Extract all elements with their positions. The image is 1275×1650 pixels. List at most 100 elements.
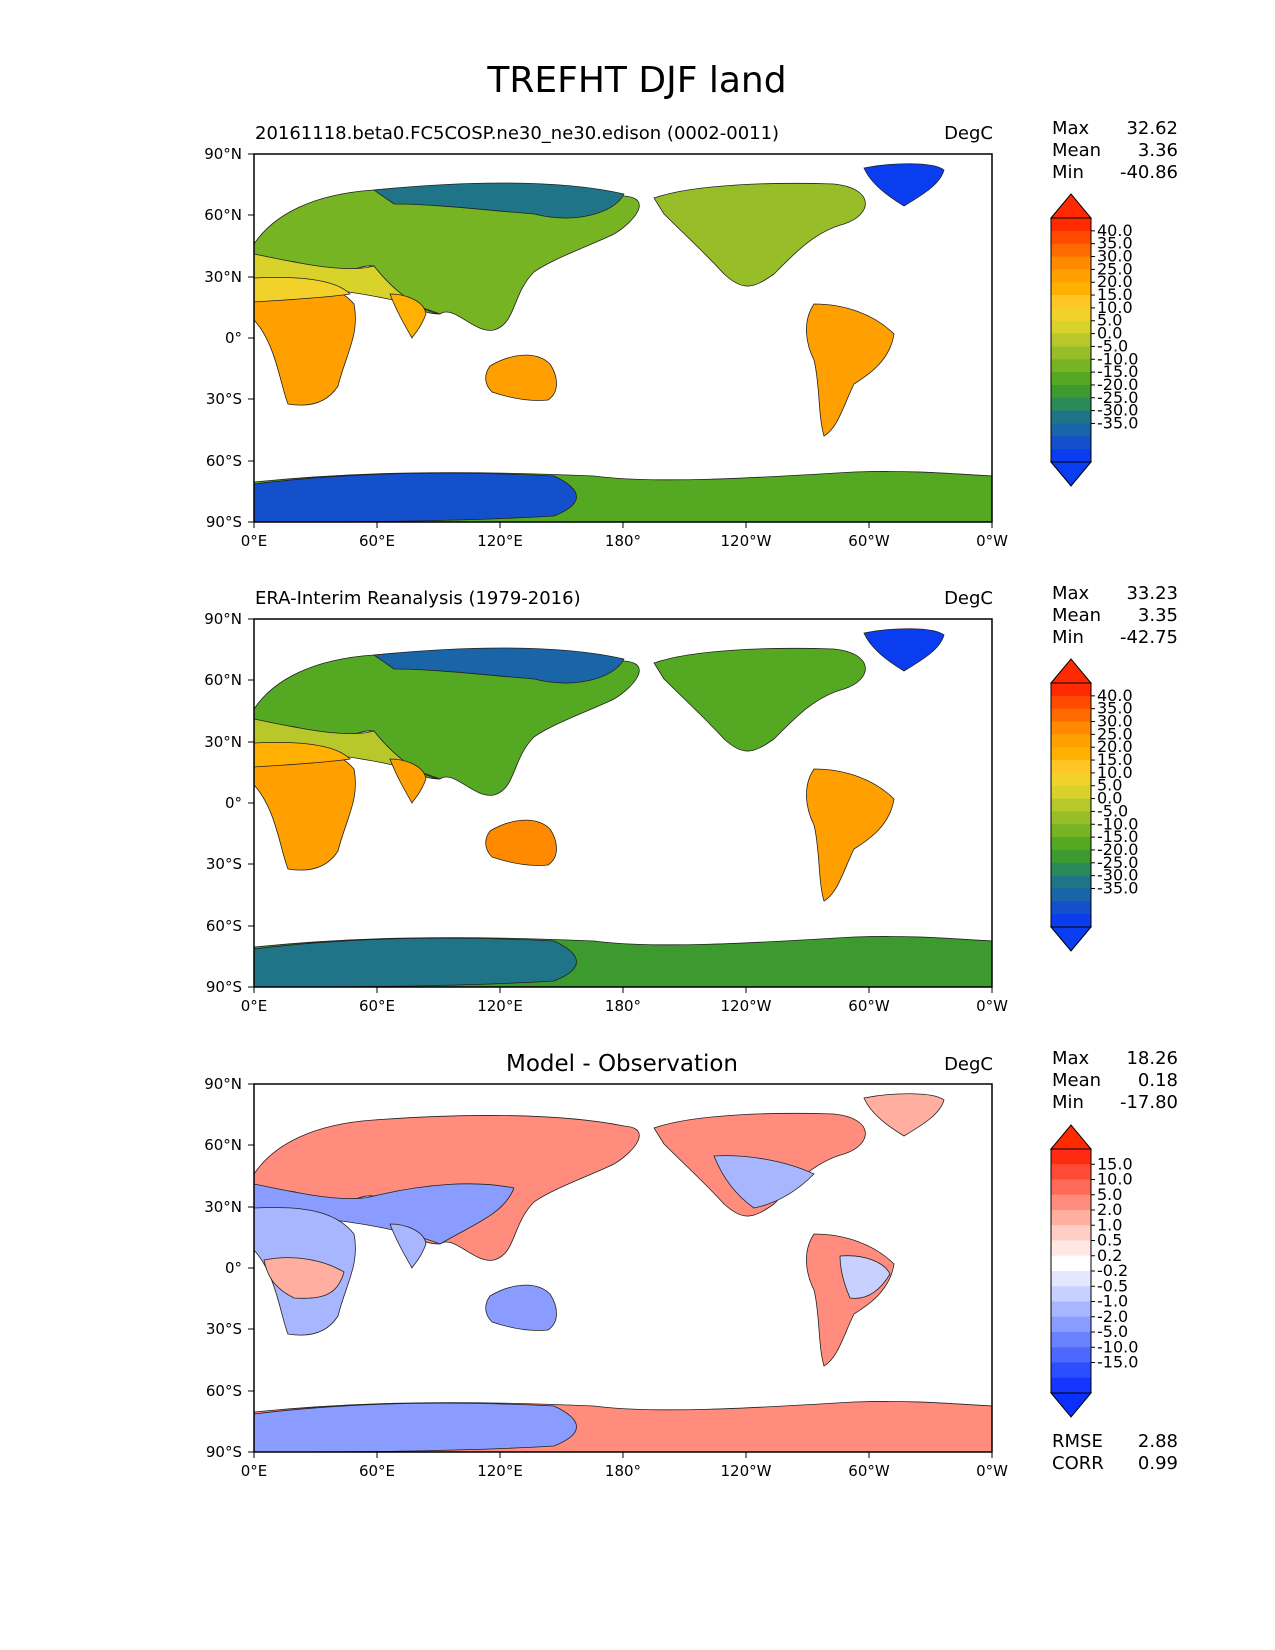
colorbar-swatch: [1051, 1286, 1091, 1302]
colorbar-swatch: [1051, 721, 1091, 735]
colorbar-tick-label: -0.5: [1097, 1276, 1128, 1295]
colorbar-swatch: [1051, 359, 1091, 373]
colorbar-swatch: [1051, 901, 1091, 915]
y-tick-label: 90°N: [204, 145, 242, 163]
india-landmass: [389, 758, 427, 804]
north-america-landmass: [653, 647, 866, 752]
colorbar-swatch: [1051, 307, 1091, 322]
colorbar-swatch: [1051, 849, 1091, 864]
colorbar-tick-label: -35.0: [1097, 413, 1138, 432]
colorbar-swatch: [1051, 708, 1091, 723]
colorbar-tick-label: -15.0: [1097, 362, 1138, 381]
y-axis-ticks: 90°N 60°N 30°N 0° 30°S 60°S 90°S: [204, 610, 254, 996]
antarctica-east-cold: [253, 472, 577, 523]
colorbar-tick-label: -30.0: [1097, 866, 1138, 885]
south-america-east-cold: [839, 1255, 891, 1299]
x-tick-label: 180°: [605, 997, 641, 1015]
colorbar-swatch: [1051, 295, 1091, 309]
x-tick-label: 60°W: [848, 997, 890, 1015]
stat-min-value: -17.80: [1120, 1092, 1178, 1113]
colorbar-tick-label: -25.0: [1097, 388, 1138, 407]
x-axis-ticks: 0°E 60°E 120°E 180° 120°W 60°W 0°W: [241, 987, 1008, 1015]
colorbar-swatch: [1051, 1316, 1091, 1333]
eurasia-north-cold: [372, 182, 625, 219]
x-tick-label: 0°W: [976, 1462, 1008, 1480]
map-plot: [253, 1083, 993, 1453]
colorbar-over-extension: [1049, 1124, 1093, 1150]
colorbar-swatch: [1051, 333, 1091, 347]
y-tick-label: 60°S: [206, 1382, 242, 1400]
colorbar-tick-label: 15.0: [1097, 285, 1133, 304]
colorbar-tick-label: 20.0: [1097, 737, 1133, 756]
panel-model: 20161118.beta0.FC5COSP.ne30_ne30.edison …: [204, 118, 1178, 550]
y-tick-label: 30°N: [204, 1198, 242, 1216]
colorbar-tick-label: -15.0: [1097, 827, 1138, 846]
x-tick-label: 120°W: [721, 532, 772, 550]
land-field: [253, 628, 993, 988]
x-tick-label: 180°: [605, 532, 641, 550]
colorbar-swatch: [1051, 269, 1091, 283]
colorbar-swatch: [1051, 837, 1091, 851]
africa-mid-warm: [263, 1257, 345, 1299]
colorbar-swatch: [1051, 372, 1091, 386]
y-tick-label: 0°: [225, 1259, 242, 1277]
stat-rmse-value: 2.88: [1138, 1431, 1178, 1452]
x-tick-label: 60°E: [359, 997, 395, 1015]
x-tick-label: 120°E: [477, 997, 523, 1015]
colorbar-swatch: [1051, 824, 1091, 838]
stats-box: Max 32.62 Mean 3.36 Min -40.86: [1052, 118, 1178, 183]
colorbar-swatch: [1051, 1149, 1091, 1165]
stat-min-value: -40.86: [1120, 162, 1178, 183]
greenland-cold: [863, 163, 945, 207]
panel-title-left: ERA-Interim Reanalysis (1979-2016): [255, 588, 581, 609]
panel-units: DegC: [944, 1054, 993, 1075]
colorbar-tick-label: 25.0: [1097, 724, 1133, 743]
colorbar-tick-label: 25.0: [1097, 259, 1133, 278]
colorbar-swatch: [1051, 888, 1091, 902]
land-field: [253, 1093, 993, 1453]
colorbar-under-extension: [1049, 461, 1093, 487]
colorbar-tick-label: -35.0: [1097, 878, 1138, 897]
y-tick-label: 30°N: [204, 268, 242, 286]
y-tick-label: 60°N: [204, 671, 242, 689]
stat-max-label: Max: [1052, 118, 1090, 139]
colorbar-swatch: [1051, 1271, 1091, 1287]
colorbar-tick-label: -10.0: [1097, 1337, 1138, 1356]
colorbar-tick-label: 10.0: [1097, 763, 1133, 782]
stat-corr-label: CORR: [1052, 1453, 1104, 1474]
stat-min-label: Min: [1052, 1092, 1084, 1113]
colorbar-swatch: [1051, 256, 1091, 270]
colorbar-swatch: [1051, 798, 1091, 812]
colorbar-tick-label: 0.0: [1097, 324, 1122, 343]
y-tick-label: 60°S: [206, 452, 242, 470]
colorbar-frame: [1050, 217, 1092, 463]
colorbar-swatch: [1051, 1194, 1091, 1211]
x-tick-label: 60°W: [848, 532, 890, 550]
x-tick-label: 120°W: [721, 997, 772, 1015]
x-axis-ticks: 0°E 60°E 120°E 180° 120°W 60°W 0°W: [241, 1452, 1008, 1480]
colorbar-tick-label: -5.0: [1097, 801, 1128, 820]
stat-max-value: 33.23: [1126, 583, 1178, 604]
colorbar-tick-label: 10.0: [1097, 298, 1133, 317]
y-tick-label: 60°N: [204, 206, 242, 224]
panel-title-center: Model - Observation: [506, 1051, 738, 1077]
africa-north-band: [253, 276, 351, 303]
colorbar-swatch: [1051, 1362, 1091, 1379]
colorbar-tick-label: 15.0: [1097, 1154, 1133, 1173]
colorbar-tick-label: 15.0: [1097, 750, 1133, 769]
y-tick-label: 90°N: [204, 610, 242, 628]
colorbar-tick-label: 35.0: [1097, 234, 1133, 253]
stat-min-label: Min: [1052, 162, 1084, 183]
colorbar-swatch: [1051, 862, 1091, 877]
colorbar-swatch: [1051, 384, 1091, 399]
colorbar-tick-label: -10.0: [1097, 349, 1138, 368]
colorbar-under-extension: [1049, 1392, 1093, 1418]
x-tick-label: 0°E: [241, 532, 268, 550]
panel-title-left: 20161118.beta0.FC5COSP.ne30_ne30.edison …: [255, 123, 779, 144]
greenland-mixed: [863, 1093, 945, 1137]
y-tick-label: 90°S: [206, 513, 242, 531]
africa-north-band: [253, 741, 351, 768]
colorbar-swatch: [1051, 772, 1091, 787]
australia-landmass: [485, 1284, 557, 1331]
